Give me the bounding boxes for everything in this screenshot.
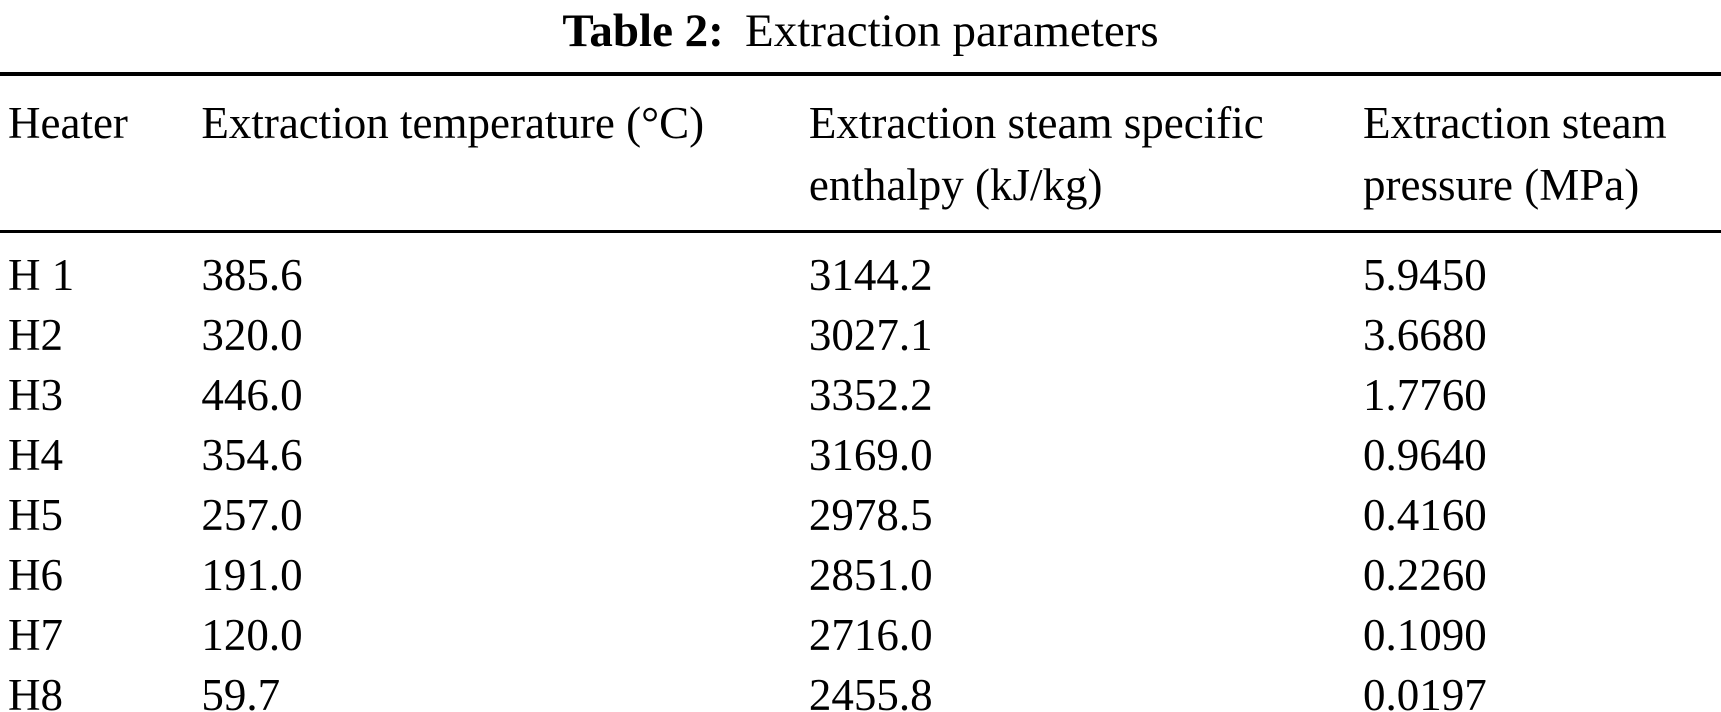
extraction-parameters-table: Heater Extraction temperature (°C) Extra… (0, 72, 1721, 712)
column-header-steam-specific-enthalpy: Extraction steam specific enthalpy (kJ/k… (808, 74, 1364, 233)
cell-temperature: 59.7 (201, 670, 281, 712)
cell-heater: H2 (8, 310, 63, 360)
cell-heater: H6 (8, 550, 63, 600)
cell-temperature: 385.6 (201, 250, 303, 300)
cell-pressure: 1.7760 (1363, 370, 1487, 420)
column-header-extraction-temperature: Extraction temperature (°C) (201, 74, 809, 233)
cell-enthalpy: 2851.0 (808, 550, 933, 600)
table-body: H 1 385.6 3144.2 5.9450 H2 320.0 3027.1 … (0, 232, 1721, 712)
table-title: Table 2: Extraction parameters (0, 4, 1721, 58)
cell-enthalpy: 3169.0 (808, 430, 933, 480)
table-header: Heater Extraction temperature (°C) Extra… (0, 74, 1721, 233)
cell-pressure: 0.1090 (1363, 610, 1487, 660)
table-row: H6 191.0 2851.0 0.2260 (0, 545, 1721, 605)
cell-enthalpy: 2455.8 (808, 670, 933, 712)
table-caption: Extraction parameters (744, 5, 1159, 57)
cell-pressure: 0.0197 (1363, 670, 1487, 712)
cell-temperature: 191.0 (201, 550, 303, 600)
cell-heater: H8 (8, 670, 63, 712)
cell-heater: H5 (8, 490, 63, 540)
cell-enthalpy: 3352.2 (808, 370, 933, 420)
table-row: H7 120.0 2716.0 0.1090 (0, 605, 1721, 665)
cell-pressure: 0.9640 (1363, 430, 1487, 480)
column-header-heater: Heater (0, 74, 202, 233)
cell-temperature: 446.0 (201, 370, 303, 420)
cell-heater: H4 (8, 430, 63, 480)
cell-temperature: 320.0 (201, 310, 303, 360)
cell-enthalpy: 3144.2 (808, 250, 933, 300)
cell-temperature: 257.0 (201, 490, 303, 540)
cell-pressure: 3.6680 (1363, 310, 1487, 360)
cell-temperature: 120.0 (201, 610, 303, 660)
table-row: H4 354.6 3169.0 0.9640 (0, 425, 1721, 485)
table-row: H 1 385.6 3144.2 5.9450 (0, 232, 1721, 306)
cell-pressure: 5.9450 (1363, 250, 1487, 300)
cell-pressure: 0.2260 (1363, 550, 1487, 600)
cell-enthalpy: 3027.1 (808, 310, 933, 360)
table-row: H8 59.7 2455.8 0.0197 (0, 665, 1721, 712)
cell-heater: H7 (8, 610, 63, 660)
table-row: H3 446.0 3352.2 1.7760 (0, 365, 1721, 425)
cell-temperature: 354.6 (201, 430, 303, 480)
header-row: Heater Extraction temperature (°C) Extra… (0, 74, 1721, 233)
table-row: H2 320.0 3027.1 3.6680 (0, 305, 1721, 365)
column-header-steam-pressure: Extraction steam pressure (MPa) (1363, 74, 1721, 233)
cell-enthalpy: 2978.5 (808, 490, 933, 540)
cell-heater: H3 (8, 370, 63, 420)
table-row: H5 257.0 2978.5 0.4160 (0, 485, 1721, 545)
cell-heater: H 1 (8, 250, 75, 300)
cell-pressure: 0.4160 (1363, 490, 1487, 540)
cell-enthalpy: 2716.0 (808, 610, 933, 660)
table-number-label: Table 2: (562, 5, 724, 57)
